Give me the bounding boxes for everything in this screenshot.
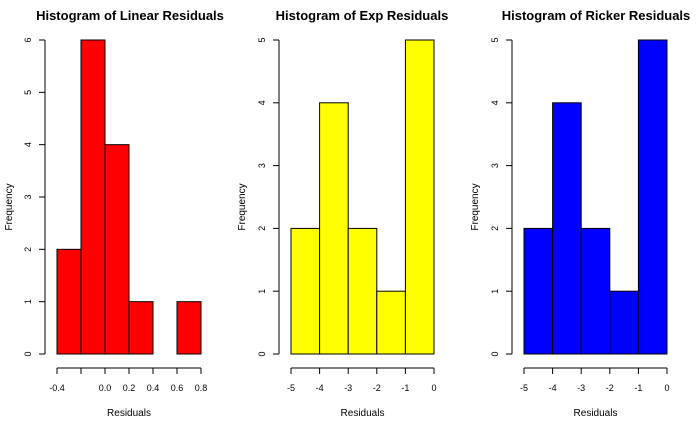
x-tick-label: -2	[606, 383, 614, 393]
y-tick-label: 0	[490, 351, 500, 356]
histogram-bar	[319, 102, 349, 355]
x-tick-label: 0.2	[123, 383, 136, 393]
x-tick-label: 0.8	[195, 383, 208, 393]
y-tick-label: 4	[23, 142, 33, 147]
chart-title: Histogram of Exp Residuals	[276, 8, 449, 23]
x-axis-label: Residuals	[107, 408, 151, 419]
y-tick-label: 0	[23, 351, 33, 356]
y-axis-label: Frequency	[237, 183, 248, 230]
histogram-bar	[176, 301, 202, 355]
histogram-bar	[56, 248, 82, 355]
y-tick-label: 5	[257, 37, 267, 42]
x-tick-label: -4	[549, 383, 557, 393]
histogram-bar	[104, 144, 130, 355]
histogram-bar	[552, 102, 582, 355]
histogram-bar	[290, 227, 321, 355]
x-tick-label: 0	[664, 383, 669, 393]
x-tick-label: -5	[520, 383, 528, 393]
histogram-bar	[609, 290, 639, 355]
histogram-bar	[637, 39, 668, 355]
x-axis-label: Residuals	[574, 408, 618, 419]
histogram-bar	[128, 301, 154, 355]
histogram-bar	[523, 227, 554, 355]
y-axis-label: Frequency	[470, 183, 481, 230]
y-tick-label: 3	[490, 163, 500, 168]
x-tick-label: -3	[344, 383, 352, 393]
x-axis-label: Residuals	[341, 408, 385, 419]
x-tick-label: -3	[577, 383, 585, 393]
y-tick-label: 6	[23, 37, 33, 42]
y-tick-label: 2	[490, 226, 500, 231]
histogram-bar	[580, 227, 611, 355]
x-tick-label: -1	[401, 383, 409, 393]
y-tick-label: 4	[257, 100, 267, 105]
y-tick-label: 2	[23, 247, 33, 252]
x-tick-label: -2	[373, 383, 381, 393]
y-tick-label: 1	[490, 289, 500, 294]
histogram-bar	[347, 227, 378, 355]
x-tick-label: 0.0	[99, 383, 112, 393]
histogram-bar	[376, 290, 406, 355]
y-tick-label: 5	[490, 37, 500, 42]
x-tick-label: -0.4	[49, 383, 65, 393]
x-tick-label: 0.6	[171, 383, 184, 393]
y-tick-label: 2	[257, 226, 267, 231]
x-tick-label: -1	[634, 383, 642, 393]
y-tick-label: 5	[23, 90, 33, 95]
y-tick-label: 4	[490, 100, 500, 105]
chart-title: Histogram of Ricker Residuals	[502, 8, 691, 23]
histogram-bar	[404, 39, 435, 355]
y-tick-label: 1	[23, 299, 33, 304]
y-tick-label: 0	[257, 351, 267, 356]
y-axis-label: Frequency	[4, 183, 15, 230]
histogram-bar	[80, 39, 106, 355]
x-tick-label: 0	[431, 383, 436, 393]
y-tick-label: 1	[257, 289, 267, 294]
chart-title: Histogram of Linear Residuals	[36, 8, 224, 23]
x-tick-label: -4	[316, 383, 324, 393]
x-tick-label: 0.4	[147, 383, 160, 393]
x-tick-label: -5	[287, 383, 295, 393]
y-tick-label: 3	[23, 194, 33, 199]
y-tick-label: 3	[257, 163, 267, 168]
